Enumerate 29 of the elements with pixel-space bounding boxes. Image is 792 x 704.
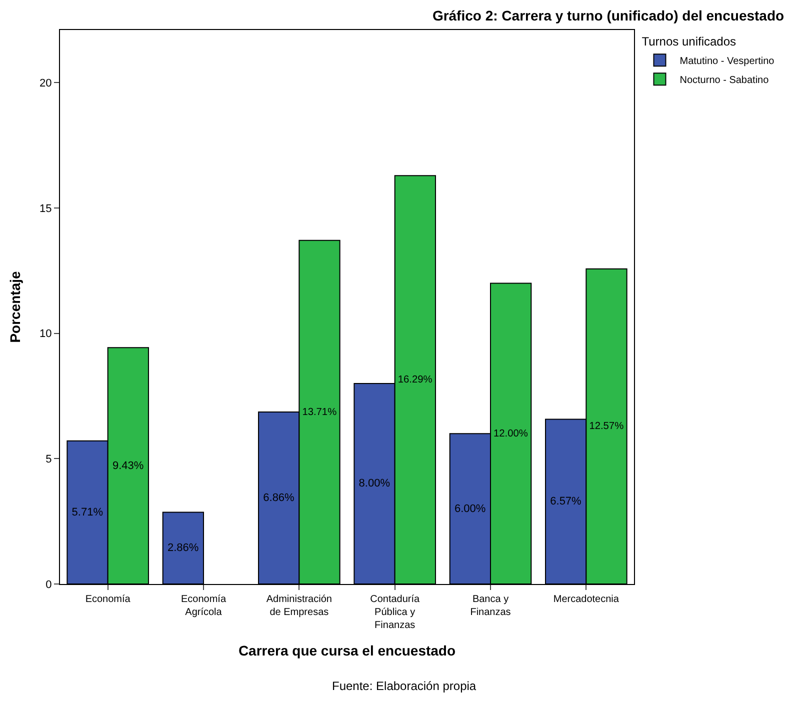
data-label: 5.71% (72, 506, 104, 518)
y-tick-label: 0 (46, 578, 52, 591)
legend-label: Nocturno - Sabatino (680, 75, 770, 86)
y-axis-title: Porcentaje (7, 270, 24, 343)
data-label: 6.00% (454, 502, 486, 515)
source-note: Fuente: Elaboración propia (332, 679, 476, 693)
x-tick-label: Banca y Finanzas (470, 594, 511, 618)
x-tick-label: Mercadotecnia (553, 594, 620, 605)
data-label: 2.86% (167, 542, 199, 554)
data-label: 8.00% (358, 478, 390, 490)
x-tick-label: Economía Agrícola (180, 594, 226, 618)
x-tick-label: Administración de Empresas (266, 594, 332, 618)
data-label: 12.57% (589, 421, 624, 432)
y-tick-label: 20 (40, 77, 52, 90)
data-label: 16.29% (398, 374, 432, 386)
y-tick-label: 5 (46, 454, 52, 466)
x-axis-title: Carrera que cursa el encuestado (238, 642, 456, 658)
data-label: 6.86% (263, 492, 295, 504)
data-label: 6.57% (550, 496, 582, 508)
x-tick-label: Contaduría Pública y Finanzas (370, 594, 420, 631)
data-label: 13.71% (302, 406, 337, 418)
chart-title: Gráfico 2: Carrera y turno (unificado) del encuestado (432, 7, 784, 24)
legend-title: Turnos unificados (642, 34, 736, 49)
data-label: 9.43% (112, 460, 144, 472)
y-tick-label: 15 (40, 202, 52, 215)
x-tick-label: Economía (85, 594, 131, 605)
data-label: 12.00% (494, 428, 528, 440)
y-tick-label: 10 (40, 328, 52, 340)
legend-label: Matutino - Vespertino (680, 56, 775, 67)
